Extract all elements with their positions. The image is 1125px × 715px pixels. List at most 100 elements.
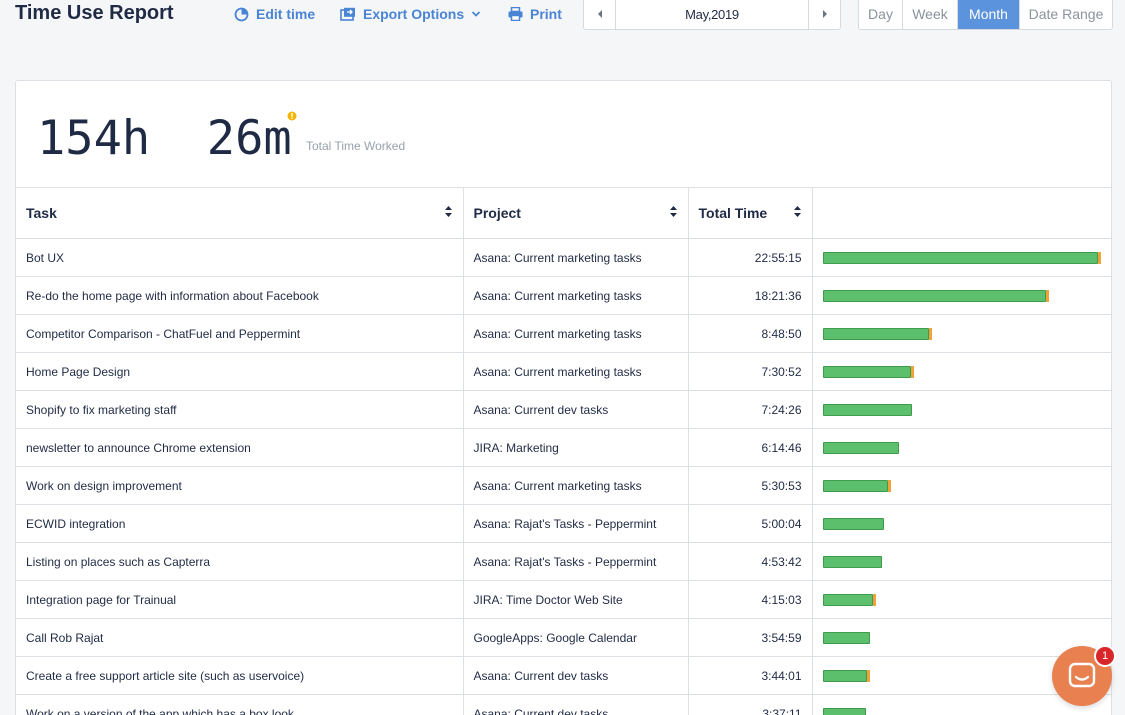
time-bar: [822, 404, 912, 416]
idle-time-marker: [928, 328, 932, 340]
time-bar-cell: [812, 466, 1111, 505]
table-row[interactable]: Integration page for Trainual JIRA: Time …: [16, 580, 1111, 619]
total-time-cell: 5:00:04: [688, 504, 813, 543]
time-bar: [822, 594, 876, 606]
project-cell: Asana: Current marketing tasks: [463, 352, 689, 391]
time-bar: [822, 670, 870, 682]
time-bar: [822, 366, 914, 378]
table-row[interactable]: Create a free support article site (such…: [16, 656, 1111, 695]
task-cell: Re-do the home page with information abo…: [16, 276, 464, 315]
column-header-task[interactable]: Task: [16, 187, 464, 239]
range-day-button[interactable]: Day: [859, 0, 903, 29]
next-period-button[interactable]: [808, 0, 840, 29]
summary: 154h 26m Total Time Worked: [16, 81, 1111, 187]
time-bar: [822, 518, 884, 530]
range-date-range-button[interactable]: Date Range: [1028, 6, 1104, 22]
table-row[interactable]: Work on a version of the app which has a…: [16, 694, 1111, 715]
total-time-cell: 4:15:03: [688, 580, 813, 619]
time-bar: [822, 442, 899, 454]
range-week-button[interactable]: Week: [903, 0, 958, 29]
export-options-button[interactable]: Export Options: [340, 4, 481, 24]
task-cell: ECWID integration: [16, 504, 464, 543]
project-cell: Asana: Current dev tasks: [463, 656, 689, 695]
time-bar-cell: [812, 542, 1111, 581]
project-cell: Asana: Rajat's Tasks - Peppermint: [463, 504, 689, 543]
sort-icon: [669, 206, 677, 217]
printer-icon: [508, 7, 523, 21]
toolbar: Time Use Report Edit time Export Options…: [0, 0, 1125, 30]
table-row[interactable]: Shopify to fix marketing staff Asana: Cur…: [16, 390, 1111, 429]
idle-time-marker: [1045, 290, 1049, 302]
table-row[interactable]: Competitor Comparison - ChatFuel and Pep…: [16, 314, 1111, 353]
table-row[interactable]: ECWID integration Asana: Rajat's Tasks - …: [16, 504, 1111, 543]
column-header-project[interactable]: Project: [463, 187, 689, 239]
total-time-cell: 3:54:59: [688, 618, 813, 657]
total-time-label: Total Time Worked: [306, 139, 406, 153]
edit-time-label: Edit time: [256, 6, 316, 22]
table-row[interactable]: Bot UX Asana: Current marketing tasks 22:5…: [16, 238, 1111, 277]
total-time-cell: 3:44:01: [688, 656, 813, 695]
warning-icon[interactable]: [287, 111, 297, 121]
total-time-cell: 6:14:46: [688, 428, 813, 467]
column-header-bar: [812, 187, 1111, 239]
chevron-down-icon: [471, 11, 481, 17]
project-cell: JIRA: Marketing: [463, 428, 689, 467]
report-table: Task Project Total Time Bot UX Asana: Cur…: [16, 187, 1111, 715]
idle-time-marker: [910, 366, 914, 378]
total-time-cell: 8:48:50: [688, 314, 813, 353]
time-bar-cell: [812, 428, 1111, 467]
total-time-cell: 22:55:15: [688, 238, 813, 277]
current-date[interactable]: May,2019: [685, 6, 739, 22]
range-selector: Day Week Month Date Range: [858, 0, 1113, 30]
project-cell: Asana: Current marketing tasks: [463, 238, 689, 277]
report-panel: 154h 26m Total Time Worked Task Project: [15, 80, 1112, 715]
project-cell: Asana: Current dev tasks: [463, 390, 689, 429]
time-bar-cell: [812, 694, 1111, 715]
project-cell: Asana: Current marketing tasks: [463, 276, 689, 315]
total-time-value: 154h 26m: [37, 111, 292, 166]
task-cell: Listing on places such as Capterra: [16, 542, 464, 581]
table-row[interactable]: Work on design improvement Asana: Current…: [16, 466, 1111, 505]
time-bar-cell: [812, 314, 1111, 353]
export-icon: [340, 7, 355, 21]
time-bar-cell: [812, 618, 1111, 657]
idle-time-marker: [872, 594, 876, 606]
time-bar-cell: [812, 238, 1111, 277]
project-cell: Asana: Rajat's Tasks - Peppermint: [463, 542, 689, 581]
time-bar: [822, 480, 891, 492]
task-cell: Call Rob Rajat: [16, 618, 464, 657]
task-cell: Work on a version of the app which has a…: [16, 694, 464, 715]
column-header-total-time[interactable]: Total Time: [688, 187, 813, 239]
task-cell: Shopify to fix marketing staff: [16, 390, 464, 429]
time-bar: [822, 556, 882, 568]
table-row[interactable]: Re-do the home page with information abo…: [16, 276, 1111, 315]
edit-time-button[interactable]: Edit time: [234, 4, 315, 24]
idle-time-marker: [1097, 252, 1101, 264]
idle-time-marker: [887, 480, 891, 492]
table-header-row: Task Project Total Time: [16, 187, 1111, 239]
idle-time-marker: [866, 670, 870, 682]
time-bar-cell: [812, 276, 1111, 315]
task-cell: Integration page for Trainual: [16, 580, 464, 619]
task-cell: Create a free support article site (such…: [16, 656, 464, 695]
total-time-cell: 7:24:26: [688, 390, 813, 429]
total-time-cell: 5:30:53: [688, 466, 813, 505]
total-time-cell: 18:21:36: [688, 276, 813, 315]
time-bar: [822, 290, 1049, 302]
task-cell: Home Page Design: [16, 352, 464, 391]
time-bar-cell: [812, 580, 1111, 619]
table-row[interactable]: newsletter to announce Chrome extension J…: [16, 428, 1111, 467]
table-row[interactable]: Home Page Design Asana: Current marketing…: [16, 352, 1111, 391]
time-bar: [822, 328, 932, 340]
total-time-cell: 3:37:11: [688, 694, 813, 715]
project-cell: Asana: Current marketing tasks: [463, 466, 689, 505]
table-row[interactable]: Listing on places such as Capterra Asana:…: [16, 542, 1111, 581]
range-month-button[interactable]: Month: [958, 0, 1020, 29]
table-row[interactable]: Call Rob Rajat GoogleApps: Google Calenda…: [16, 618, 1111, 657]
print-button[interactable]: Print: [508, 4, 562, 24]
total-time-cell: 4:53:42: [688, 542, 813, 581]
export-options-label: Export Options: [363, 6, 465, 22]
previous-period-button[interactable]: [584, 0, 616, 29]
column-header-project-label: Project: [473, 205, 521, 221]
time-bar-cell: [812, 504, 1111, 543]
